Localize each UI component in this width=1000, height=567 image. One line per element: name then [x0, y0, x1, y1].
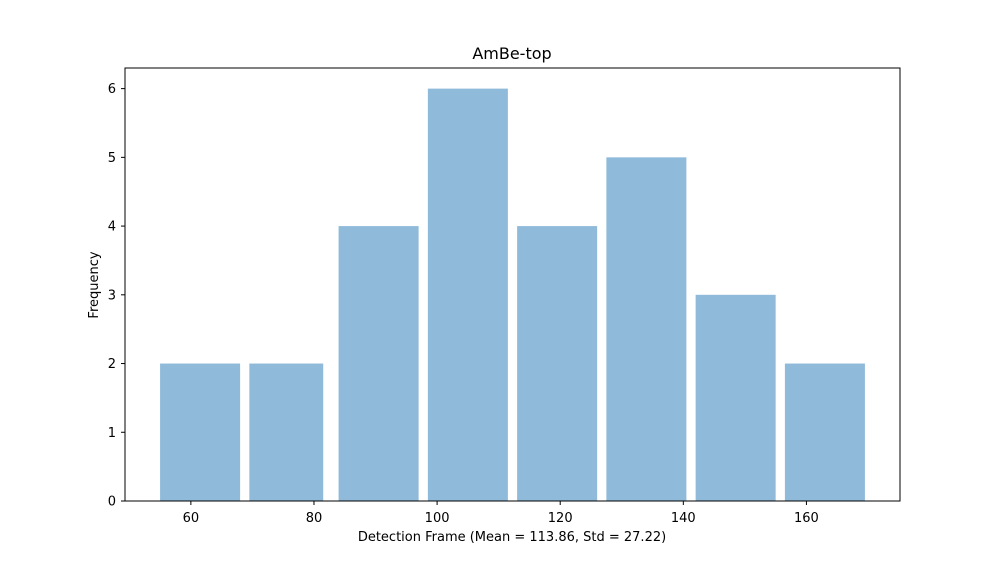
histogram-bar	[427, 88, 508, 502]
histogram-bar	[249, 363, 324, 501]
x-axis-label: Detection Frame (Mean = 113.86, Std = 27…	[358, 530, 666, 545]
x-tick-label: 100	[425, 511, 450, 526]
chart-title: AmBe-top	[472, 44, 551, 63]
x-tick-label: 60	[183, 511, 200, 526]
y-tick-label: 4	[108, 220, 116, 235]
y-tick-label: 5	[108, 151, 116, 166]
histogram-bar	[517, 226, 598, 501]
histogram-bar	[784, 363, 865, 501]
histogram-bar	[695, 294, 776, 501]
bars-group	[160, 88, 865, 502]
y-axis-label: Frequency	[87, 251, 102, 318]
x-tick-label: 160	[794, 511, 819, 526]
x-tick-label: 120	[548, 511, 573, 526]
y-tick-label: 0	[108, 495, 116, 510]
histogram-bar	[338, 226, 419, 501]
histogram-bar	[160, 363, 241, 501]
y-tick-label: 2	[108, 357, 116, 372]
axes-frame	[124, 67, 901, 502]
x-tick-label: 80	[306, 511, 323, 526]
y-tick-label: 1	[108, 426, 116, 441]
x-tick-label: 140	[671, 511, 696, 526]
y-tick-label: 6	[108, 82, 116, 97]
y-tick-label: 3	[108, 288, 116, 303]
histogram-bar	[606, 157, 687, 501]
y-ticks-group: 0 1 2 3 4 5 6	[108, 82, 125, 510]
x-ticks-group: 60 80 100 120 140 160	[183, 501, 819, 526]
